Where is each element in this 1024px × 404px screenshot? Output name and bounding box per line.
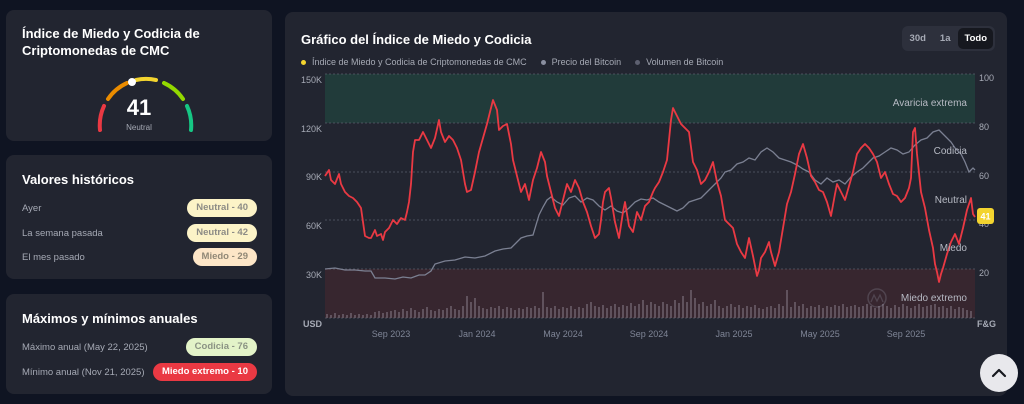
- yearly-row-low: Mínimo anual (Nov 21, 2025) Miedo extrem…: [22, 363, 257, 381]
- row-label: Mínimo anual (Nov 21, 2025): [22, 366, 145, 378]
- legend-dot-icon: [301, 59, 306, 65]
- status-badge: Neutral - 42: [187, 224, 257, 242]
- legend-dot-icon: [540, 59, 546, 65]
- scroll-to-top-button[interactable]: [980, 354, 1018, 392]
- status-badge: Codicia - 76: [185, 338, 257, 356]
- y-tick-right: 60: [979, 171, 989, 181]
- legend-label: Precio del Bitcoin: [551, 57, 622, 67]
- historical-row-last-week: La semana pasada Neutral - 42: [22, 224, 257, 242]
- chart-title: Gráfico del Índice de Miedo y Codicia: [301, 32, 532, 47]
- x-tick: Jan 2024: [458, 329, 495, 339]
- yearly-high-low-card: Máximos y mínimos anuales Máximo anual (…: [6, 294, 272, 394]
- chart-legend: Índice de Miedo y Codicia de Criptomoned…: [301, 57, 723, 67]
- btc-price-line: [324, 129, 976, 280]
- row-label: El mes pasado: [22, 251, 85, 263]
- x-tick: May 2024: [543, 329, 583, 339]
- gauge-card-title: Índice de Miedo y Codicia de Criptomoned…: [22, 26, 200, 58]
- y-tick-left: 90K: [306, 172, 322, 182]
- historical-row-last-month: El mes pasado Miedo - 29: [22, 248, 257, 266]
- x-tick: May 2025: [800, 329, 840, 339]
- zone-label: Codicia: [934, 146, 968, 157]
- status-badge: Miedo extremo - 10: [152, 363, 257, 381]
- x-tick: Jan 2025: [715, 329, 752, 339]
- left-axis-label: USD: [303, 319, 323, 329]
- chart-panel: Gráfico del Índice de Miedo y Codicia Ín…: [285, 12, 1007, 396]
- y-tick-left: 150K: [301, 75, 322, 85]
- volume-bars: [326, 290, 972, 318]
- legend-item-fear-greed[interactable]: Índice de Miedo y Codicia de Criptomoned…: [301, 57, 527, 67]
- zone-label: Miedo: [940, 243, 968, 254]
- row-label: Máximo anual (May 22, 2025): [22, 341, 148, 353]
- historical-row-yesterday: Ayer Neutral - 40: [22, 199, 257, 217]
- historical-values-card: Valores históricos Ayer Neutral - 40 La …: [6, 155, 272, 279]
- y-tick-left: 60K: [306, 221, 322, 231]
- y-tick-right: 100: [979, 73, 994, 83]
- y-tick-right: 20: [979, 268, 989, 278]
- fear-greed-chart[interactable]: Avaricia extrema Codicia Neutral Miedo M…: [285, 12, 1007, 396]
- row-label: Ayer: [22, 202, 42, 214]
- y-tick-left: 30K: [306, 270, 322, 280]
- legend-label: Índice de Miedo y Codicia de Criptomoned…: [312, 57, 527, 67]
- legend-label: Volumen de Bitcoin: [646, 57, 724, 67]
- gauge-arc-icon: [97, 76, 194, 132]
- yearly-title: Máximos y mínimos anuales: [22, 311, 198, 326]
- x-tick: Sep 2024: [630, 329, 669, 339]
- current-value-marker: [977, 208, 994, 224]
- right-axis-label: F&G: [977, 319, 996, 329]
- range-30d-button[interactable]: 30d: [909, 33, 926, 44]
- gauge-value: 41: [126, 95, 152, 120]
- zone-extreme-greed: [325, 74, 975, 123]
- range-selector: 30d 1a Todo: [901, 26, 995, 51]
- zone-label: Avaricia extrema: [893, 98, 968, 109]
- zone-label: Neutral: [935, 195, 967, 206]
- legend-item-btc-price[interactable]: Precio del Bitcoin: [540, 57, 622, 67]
- y-tick-right: 80: [979, 122, 989, 132]
- current-value-text: 41: [980, 212, 990, 222]
- fear-greed-gauge-card: Índice de Miedo y Codicia de Criptomoned…: [6, 10, 272, 141]
- legend-dot-icon: [635, 59, 641, 65]
- zone-label: Miedo extremo: [901, 293, 968, 304]
- x-tick: Sep 2023: [372, 329, 411, 339]
- status-badge: Neutral - 40: [187, 199, 257, 217]
- row-label: La semana pasada: [22, 227, 103, 239]
- range-1y-button[interactable]: 1a: [939, 33, 951, 44]
- chevron-up-icon: [991, 368, 1007, 378]
- status-badge: Miedo - 29: [192, 248, 257, 266]
- yearly-row-high: Máximo anual (May 22, 2025) Codicia - 76: [22, 338, 257, 356]
- coinmarketcap-watermark-icon: [867, 288, 887, 308]
- x-tick: Sep 2025: [887, 329, 926, 339]
- gauge-label: Neutral: [126, 123, 152, 132]
- legend-item-btc-volume[interactable]: Volumen de Bitcoin: [635, 57, 723, 67]
- historical-title: Valores históricos: [22, 172, 134, 187]
- fear-greed-line: [324, 99, 976, 283]
- range-all-button[interactable]: Todo: [958, 28, 993, 49]
- y-tick-left: 120K: [301, 124, 322, 134]
